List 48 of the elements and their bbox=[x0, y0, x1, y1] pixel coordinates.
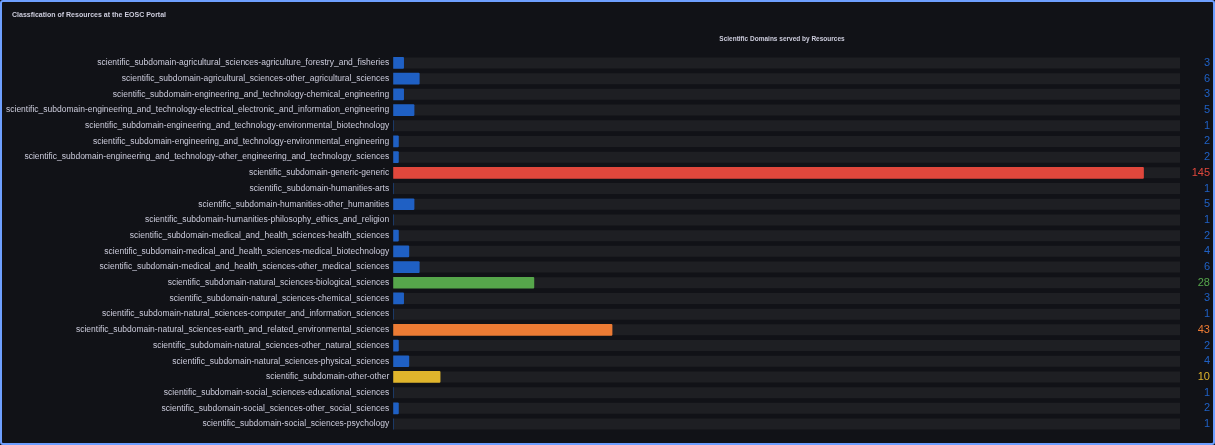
data-label: 2 bbox=[1203, 150, 1210, 163]
data-label: 1 bbox=[1203, 181, 1210, 194]
data-label: 1 bbox=[1203, 212, 1210, 225]
y-tick-label: scientific_subdomain-engineering_and_technology-environmental_engineering bbox=[92, 135, 390, 146]
y-tick-label: scientific_subdomain-engineering_and_technology-chemical_engineering bbox=[112, 88, 390, 99]
data-label: 2 bbox=[1203, 134, 1210, 147]
data-label: 1 bbox=[1203, 417, 1210, 430]
data-label: 2 bbox=[1203, 338, 1210, 351]
data-label: 3 bbox=[1203, 87, 1210, 100]
y-tick-label: scientific_subdomain-natural_sciences-earth_and_related_environmental_sciences bbox=[75, 324, 390, 335]
data-label: 4 bbox=[1203, 244, 1210, 257]
data-label: 1 bbox=[1203, 307, 1210, 320]
y-tick-label: scientific_subdomain-engineering_and_technology-electrical_electronic_and_information_engineering bbox=[5, 104, 390, 115]
data-label: 6 bbox=[1203, 71, 1210, 84]
data-label: 2 bbox=[1203, 401, 1210, 414]
data-label: 5 bbox=[1203, 103, 1210, 116]
y-tick-label: scientific_subdomain-engineering_and_technology-other_engineering_and_technology_sciences bbox=[24, 151, 390, 162]
y-tick-label: scientific_subdomain-medical_and_health_sciences-health_sciences bbox=[129, 229, 390, 240]
data-label: 3 bbox=[1203, 291, 1210, 304]
y-tick-label: scientific_subdomain-other-other bbox=[265, 371, 390, 382]
data-label: 1 bbox=[1203, 385, 1210, 398]
y-tick-label: scientific_subdomain-social_sciences-educational_sciences bbox=[163, 386, 390, 397]
y-tick-label: scientific_subdomain-engineering_and_technology-environmental_biotechnology bbox=[84, 120, 390, 131]
data-label: 145 bbox=[1191, 165, 1210, 178]
data-label: 3 bbox=[1203, 55, 1210, 68]
y-tick-label: scientific_subdomain-natural_sciences-physical_sciences bbox=[172, 355, 390, 366]
y-tick-label: scientific_subdomain-natural_sciences-chemical_sciences bbox=[169, 292, 390, 303]
data-label: 5 bbox=[1203, 197, 1210, 210]
data-label: 1 bbox=[1203, 118, 1210, 131]
y-tick-label: scientific_subdomain-humanities-other_humanities bbox=[198, 198, 390, 209]
data-label: 6 bbox=[1203, 260, 1210, 273]
y-tick-label: scientific_subdomain-agricultural_sciences-agriculture_forestry_and_fisheries bbox=[97, 57, 390, 68]
y-tick-label: scientific_subdomain-natural_sciences-biological_sciences bbox=[167, 277, 390, 288]
y-tick-label: scientific_subdomain-social_sciences-psychology bbox=[202, 418, 390, 429]
y-tick-label: scientific_subdomain-humanities-arts bbox=[249, 182, 390, 193]
y-tick-label: scientific_subdomain-agricultural_sciences-other_agricultural_sciences bbox=[121, 72, 390, 83]
data-label: 10 bbox=[1197, 369, 1210, 382]
data-label: 4 bbox=[1203, 354, 1210, 367]
y-tick-label: scientific_subdomain-humanities-philosophy_ethics_and_religion bbox=[144, 214, 390, 225]
data-label: 2 bbox=[1203, 228, 1210, 241]
data-label: 43 bbox=[1197, 322, 1210, 335]
data-label: 28 bbox=[1197, 275, 1210, 288]
y-tick-label: scientific_subdomain-social_sciences-other_social_sciences bbox=[161, 402, 390, 413]
y-tick-label: scientific_subdomain-medical_and_health_sciences-medical_biotechnology bbox=[104, 245, 390, 256]
y-tick-label: scientific_subdomain-generic-generic bbox=[248, 167, 390, 178]
y-tick-label: scientific_subdomain-medical_and_health_sciences-other_medical_sciences bbox=[99, 261, 390, 272]
y-tick-label: scientific_subdomain-natural_sciences-computer_and_information_sciences bbox=[101, 308, 390, 319]
y-tick-label: scientific_subdomain-natural_sciences-other_natural_sciences bbox=[152, 339, 390, 350]
